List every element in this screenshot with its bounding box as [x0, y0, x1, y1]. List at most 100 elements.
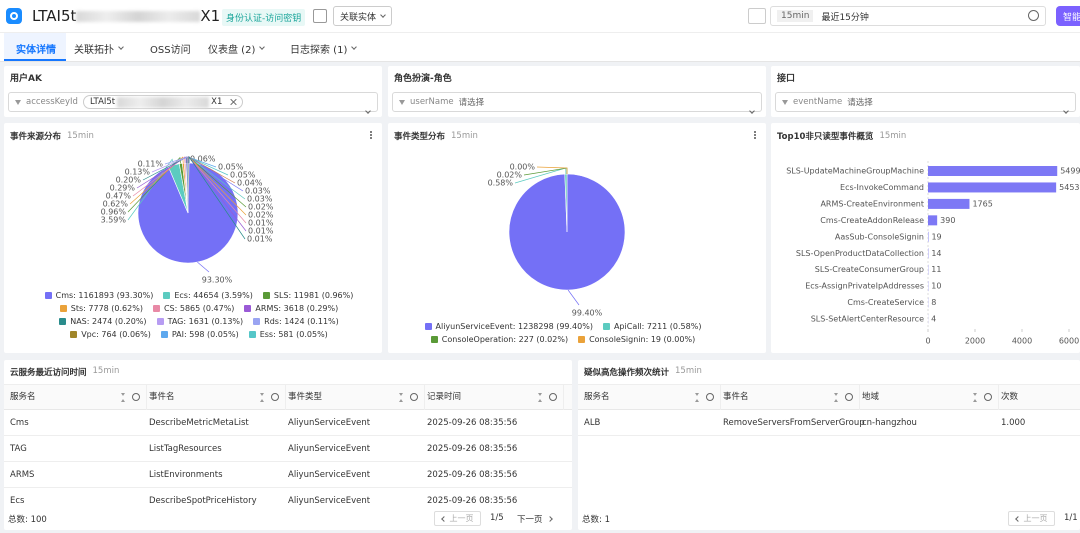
- legend-label: Cms: 1161893 (93.30%): [55, 290, 154, 300]
- filter-placeholder: 请选择: [458, 98, 485, 108]
- filter-card: [771, 66, 1080, 117]
- next-page-button[interactable]: 下一页: [517, 511, 553, 526]
- filter-label: 用户AK: [10, 74, 42, 84]
- slice-label: 0.47%: [106, 192, 132, 201]
- panel-dot: [370, 134, 372, 136]
- legend-item[interactable]: NAS: 2474 (0.20%): [59, 316, 147, 326]
- chart-subtitle: 15min: [67, 131, 94, 141]
- label-leader: [188, 155, 246, 240]
- tab[interactable]: OSS访问: [150, 41, 191, 56]
- bar-value-label: 8: [931, 298, 936, 307]
- pie-slice: [188, 163, 189, 213]
- bar-category-label: Cms-CreateAddonRelease: [820, 216, 924, 225]
- share-icon[interactable]: [748, 8, 766, 24]
- prev-page-button[interactable]: 上一页: [1008, 511, 1055, 526]
- tab[interactable]: 日志探索 (1): [290, 41, 358, 56]
- slice-label: 0.01%: [248, 227, 274, 236]
- legend-item[interactable]: Ecs: 44654 (3.59%): [163, 290, 253, 300]
- bar-value-label: 14: [931, 249, 941, 258]
- legend-item[interactable]: TAG: 1631 (0.13%): [156, 316, 243, 326]
- sort-icon[interactable]: [121, 393, 125, 402]
- x-tick-label: 0: [925, 337, 930, 346]
- sort-icon[interactable]: [834, 393, 838, 402]
- table-cell: ListEnvironments: [149, 470, 223, 480]
- sort-icon[interactable]: [399, 393, 403, 402]
- legend-item[interactable]: ConsoleOperation: 227 (0.02%): [430, 334, 568, 344]
- filter-card: [388, 66, 766, 117]
- bar-value-label: 390: [940, 216, 955, 225]
- sort-icon[interactable]: [973, 393, 977, 402]
- legend-swatch: [244, 304, 252, 312]
- legend-item[interactable]: Rds: 1424 (0.11%): [253, 316, 339, 326]
- search-icon[interactable]: [984, 393, 992, 401]
- legend-item[interactable]: PAI: 598 (0.05%): [160, 329, 239, 339]
- chart-title: 事件来源分布: [10, 132, 62, 142]
- bar-value-label: 1765: [972, 199, 992, 208]
- bar-value-label: 19: [931, 232, 941, 241]
- tab-label: 实体详情: [16, 45, 56, 56]
- search-icon[interactable]: [271, 393, 279, 401]
- topology-icon[interactable]: [313, 9, 327, 23]
- table-cell: 2025-09-26 08:35:56: [427, 496, 518, 506]
- smart-button[interactable]: 智能: [1056, 6, 1080, 26]
- panel-dot: [370, 131, 372, 133]
- time-range: 最近15分钟: [821, 12, 869, 23]
- table-subtitle: 15min: [92, 366, 120, 376]
- bar: [928, 166, 1058, 176]
- legend-swatch: [253, 317, 261, 325]
- filter-select[interactable]: eventName 请选择: [775, 92, 1076, 112]
- pie-slice: [186, 163, 188, 213]
- legend-swatch: [578, 335, 586, 343]
- bar-category-label: SLS-OpenProductDataCollection: [796, 249, 924, 258]
- sort-icon[interactable]: [695, 393, 699, 402]
- search-icon[interactable]: [410, 393, 418, 401]
- slice-label: 99.40%: [572, 309, 603, 318]
- legend-item[interactable]: Cms: 1161893 (93.30%): [44, 290, 154, 300]
- legend-item[interactable]: AliyunServiceEvent: 1238298 (99.40%): [424, 321, 593, 331]
- button-label: 关联实体: [339, 12, 376, 23]
- legend-item[interactable]: Vpc: 764 (0.06%): [70, 329, 151, 339]
- table-cell: AliyunServiceEvent: [288, 496, 371, 506]
- slice-label: 0.02%: [248, 203, 274, 212]
- filter-select[interactable]: userName 请选择: [392, 92, 762, 112]
- table-cell: DescribeSpotPriceHistory: [149, 496, 257, 506]
- legend-item[interactable]: ConsoleSignin: 19 (0.00%): [578, 334, 695, 344]
- legend-label: Ecs: 44654 (3.59%): [174, 290, 253, 300]
- table-cell: ARMS: [10, 470, 35, 480]
- prev-page-button[interactable]: 上一页: [434, 511, 481, 526]
- legend-item[interactable]: Ess: 581 (0.05%): [248, 329, 328, 339]
- tab[interactable]: 实体详情: [16, 41, 56, 56]
- search-icon[interactable]: [706, 393, 714, 401]
- tab[interactable]: 仪表盘 (2): [208, 41, 266, 56]
- pie-slice: [188, 163, 189, 213]
- search-icon[interactable]: [132, 393, 140, 401]
- legend-item[interactable]: CS: 5865 (0.47%): [152, 303, 234, 313]
- page-indicator: 1/1: [1064, 513, 1078, 523]
- label-leader: [136, 156, 187, 189]
- funnel-icon: [782, 99, 788, 105]
- tab-label: OSS访问: [150, 45, 191, 56]
- related-entity-button[interactable]: 关联实体: [333, 6, 392, 26]
- sort-icon[interactable]: [538, 393, 542, 402]
- tab[interactable]: 关联拓扑: [74, 41, 124, 56]
- slice-label: 0.20%: [116, 176, 142, 185]
- legend-item[interactable]: SLS: 11981 (0.96%): [262, 290, 353, 300]
- search-icon[interactable]: [845, 393, 853, 401]
- filter-select[interactable]: accessKeyId LTAI5t X1: [8, 92, 378, 112]
- time-picker[interactable]: 15min 最近15分钟: [770, 6, 1046, 26]
- column-header: 事件类型: [286, 385, 425, 410]
- funnel-icon: [399, 99, 405, 105]
- legend-swatch: [152, 304, 160, 312]
- sort-icon[interactable]: [260, 393, 264, 402]
- slice-label: 3.59%: [101, 216, 127, 225]
- tag-start: LTAI5t: [89, 97, 116, 107]
- legend-swatch: [248, 330, 256, 338]
- refresh-icon[interactable]: [1028, 10, 1039, 21]
- legend-item[interactable]: Sts: 7778 (0.62%): [59, 303, 143, 313]
- legend-item[interactable]: ARMS: 3618 (0.29%): [244, 303, 338, 313]
- search-icon[interactable]: [549, 393, 557, 401]
- filter-field: userName: [410, 97, 454, 107]
- page-indicator: 1/5: [490, 513, 504, 523]
- table-cell: AliyunServiceEvent: [288, 418, 371, 428]
- legend-item[interactable]: ApiCall: 7211 (0.58%): [602, 321, 701, 331]
